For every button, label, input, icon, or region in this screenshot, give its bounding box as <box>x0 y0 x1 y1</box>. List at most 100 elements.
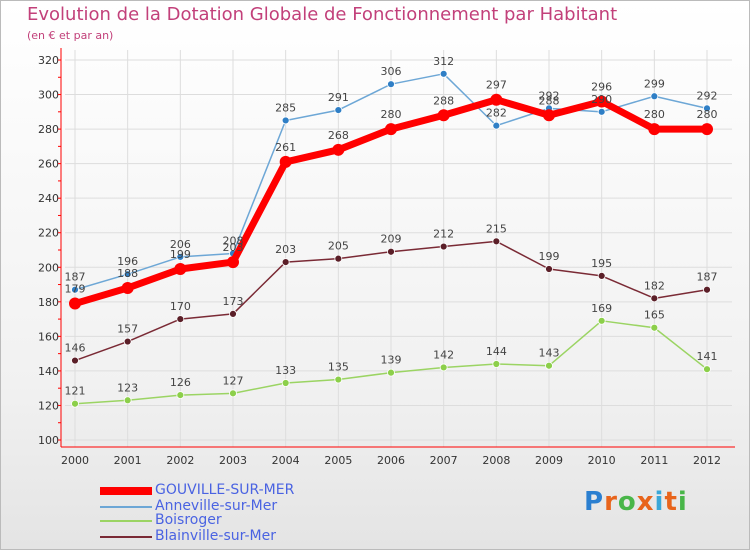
x-tick-label: 2002 <box>166 454 194 467</box>
data-label: 288 <box>539 94 560 107</box>
data-point <box>69 297 81 310</box>
data-label: 188 <box>117 267 138 280</box>
x-tick-label: 2009 <box>535 454 563 467</box>
y-tick-label: 180 <box>38 296 59 309</box>
data-point <box>597 107 606 116</box>
data-point <box>439 363 448 372</box>
data-point <box>650 294 659 303</box>
data-point <box>387 368 395 377</box>
data-label: 292 <box>539 89 560 102</box>
chart-subtitle: (en € et par an) <box>27 29 114 42</box>
data-point <box>281 116 290 125</box>
data-label: 157 <box>117 323 138 336</box>
data-point <box>123 396 132 405</box>
legend-swatch-boisroger <box>100 520 152 522</box>
data-point <box>71 399 79 408</box>
data-label: 144 <box>486 345 507 358</box>
data-point <box>279 155 292 168</box>
x-tick-label: 2004 <box>272 454 300 467</box>
data-label: 143 <box>539 347 560 360</box>
legend-item-anneville[interactable]: Anneville-sur-Mer <box>100 498 320 516</box>
legend-item-gouville[interactable]: GOUVILLE-SUR-MER <box>100 482 320 500</box>
y-tick-label: 140 <box>38 365 59 378</box>
data-point <box>597 272 606 280</box>
data-label: 290 <box>591 93 612 106</box>
x-tick-label: 2010 <box>588 454 616 467</box>
data-label: 182 <box>644 279 665 292</box>
data-label: 280 <box>381 108 402 121</box>
data-point <box>387 247 395 256</box>
data-label: 199 <box>170 248 191 261</box>
data-point <box>229 310 237 318</box>
y-tick-label: 260 <box>38 158 59 171</box>
chart-title: Evolution de la Dotation Globale de Fonc… <box>27 4 618 25</box>
data-point <box>703 104 711 113</box>
data-label: 133 <box>275 364 296 377</box>
data-point <box>545 265 553 273</box>
data-point <box>703 365 711 374</box>
data-label: 123 <box>117 381 138 394</box>
data-label: 170 <box>170 300 191 313</box>
y-tick-label: 220 <box>38 227 59 240</box>
data-point <box>490 93 503 106</box>
data-label: 296 <box>591 80 612 93</box>
data-point <box>176 315 185 323</box>
legend-swatch-blainville <box>100 536 152 538</box>
x-tick-label: 2007 <box>430 454 458 467</box>
data-label: 165 <box>644 309 665 322</box>
data-label: 142 <box>433 348 454 361</box>
data-label: 146 <box>65 342 86 355</box>
data-point <box>703 285 711 294</box>
data-point <box>385 123 397 136</box>
data-point <box>121 282 134 294</box>
data-label: 141 <box>697 350 718 363</box>
data-label: 282 <box>486 107 507 120</box>
legend-item-boisroger[interactable]: Boisroger <box>100 512 320 530</box>
data-label: 285 <box>275 101 296 114</box>
data-label: 203 <box>223 241 244 254</box>
y-tick-label: 100 <box>38 434 59 447</box>
data-label: 121 <box>65 385 86 398</box>
data-point <box>492 121 501 130</box>
data-point <box>437 109 450 122</box>
data-point <box>543 109 555 122</box>
proxiti-logo: Proxiti <box>584 487 688 517</box>
y-tick-label: 320 <box>38 54 59 67</box>
data-point <box>281 258 290 266</box>
data-label: 203 <box>275 243 296 256</box>
data-label: 299 <box>644 77 665 90</box>
y-tick-label: 280 <box>38 123 59 136</box>
data-label: 280 <box>697 108 718 121</box>
data-label: 261 <box>275 141 296 154</box>
legend-label: Blainville-sur-Mer <box>155 528 276 544</box>
legend-item-blainville[interactable]: Blainville-sur-Mer <box>100 528 320 546</box>
data-point <box>597 316 606 325</box>
data-label: 187 <box>65 271 86 284</box>
x-tick-label: 2011 <box>640 454 668 467</box>
data-label: 205 <box>328 240 349 253</box>
data-label: 280 <box>644 108 665 121</box>
data-point <box>229 389 237 398</box>
y-tick-label: 120 <box>38 399 59 412</box>
x-tick-label: 2003 <box>219 454 247 467</box>
data-label: 126 <box>170 376 191 389</box>
data-point <box>545 361 553 370</box>
data-point <box>334 254 343 263</box>
data-label: 306 <box>381 65 402 78</box>
data-point <box>650 323 659 332</box>
data-point <box>439 69 448 78</box>
x-tick-label: 2001 <box>114 454 142 467</box>
y-tick-label: 200 <box>38 261 59 274</box>
data-point <box>176 391 185 399</box>
data-point <box>492 360 501 368</box>
data-point <box>334 106 343 114</box>
data-point <box>387 80 395 89</box>
legend-swatch-anneville <box>100 506 152 508</box>
data-label: 212 <box>433 228 454 241</box>
data-label: 199 <box>539 250 560 263</box>
data-label: 206 <box>170 238 191 251</box>
data-label: 127 <box>223 374 244 387</box>
y-tick-label: 160 <box>38 330 59 343</box>
data-point <box>71 356 79 365</box>
